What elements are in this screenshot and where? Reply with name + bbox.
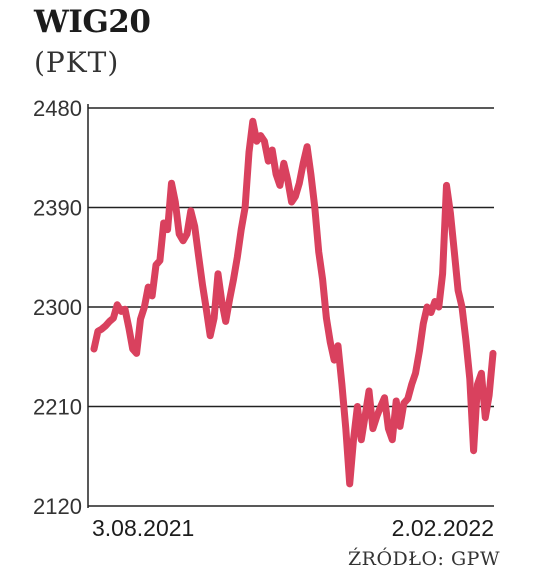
- y-axis-ticks: 2480 2390 2300 2210 2120: [33, 96, 82, 519]
- y-tick-label: 2210: [33, 395, 82, 420]
- series-line-wig20: [90, 117, 497, 488]
- chart-unit: (PKT): [34, 46, 120, 79]
- y-tick-label: 2300: [33, 295, 82, 320]
- x-axis-labels: 3.08.2021 2.02.2022: [92, 515, 494, 541]
- y-tick-label: 2390: [33, 196, 82, 221]
- chart-title: WIG20: [34, 4, 151, 40]
- y-tick-label: 2120: [33, 494, 82, 519]
- x-tick-label: 2.02.2022: [392, 515, 494, 541]
- y-tick-label: 2480: [33, 96, 82, 121]
- x-tick-label: 3.08.2021: [92, 515, 194, 541]
- source-note: ŹRÓDŁO: GPW: [347, 548, 500, 570]
